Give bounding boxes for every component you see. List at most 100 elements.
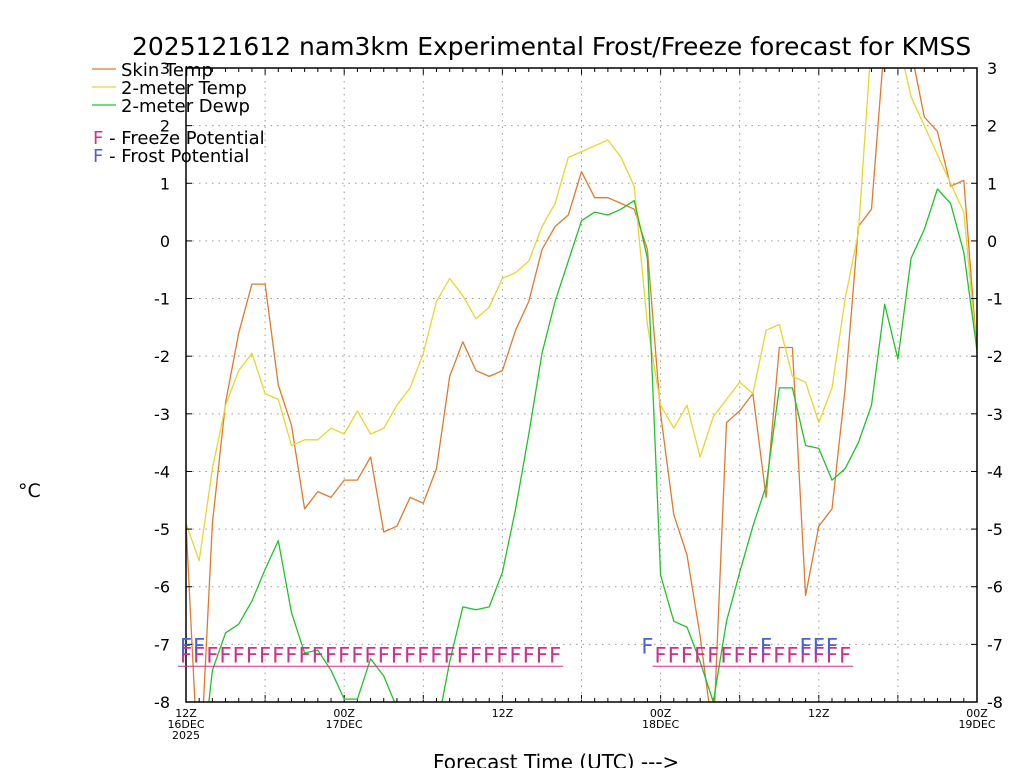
freeze-marker: F <box>206 644 218 668</box>
y-tick-label-right: 2 <box>987 117 997 136</box>
y-tick-label-left: 2 <box>160 117 170 136</box>
freeze-marker: F <box>246 644 258 668</box>
freeze-marker: F <box>813 644 825 668</box>
frost-marker: F <box>800 634 812 658</box>
legend-frost-glyph: F <box>93 146 103 167</box>
freeze-marker: F <box>417 644 429 668</box>
y-axis-right-ticks: -8 -7 -6 -5 -4 -3 -2 -1 0 1 2 3 <box>971 59 1003 712</box>
frost-marker: F <box>813 634 825 658</box>
y-tick-label-left: -5 <box>154 520 170 539</box>
freeze-marker: F <box>800 644 812 668</box>
freeze-marker: F <box>483 644 495 668</box>
y-tick-label-left: -7 <box>154 635 170 654</box>
x-tick-label: 12Z <box>492 707 514 720</box>
freeze-marker: F <box>734 644 746 668</box>
freeze-marker: F <box>720 644 732 668</box>
freeze-marker: F <box>510 644 522 668</box>
y-tick-label-right: -7 <box>987 635 1003 654</box>
x-tick-label: 00Z <box>650 707 672 720</box>
y-tick-label-left: -8 <box>154 693 170 712</box>
legend-frost-potential: F - Frost Potential <box>93 146 249 167</box>
legend-2m-dewp: 2-meter Dewp <box>121 96 250 117</box>
freeze-marker: F <box>351 644 363 668</box>
frost-marker: F <box>641 634 653 658</box>
y-tick-label-right: -1 <box>987 290 1003 309</box>
x-tick-label: 12Z <box>175 707 197 720</box>
legend-skin-temp: Skin Temp <box>121 60 213 81</box>
x-tick-label: 19DEC <box>958 718 995 731</box>
y-tick-label-left: 1 <box>160 174 170 193</box>
freeze-marker: F <box>470 644 482 668</box>
chart-title: 2025121612 nam3km Experimental Frost/Fre… <box>132 32 971 61</box>
y-axis-left-ticks: -8 -7 -6 -5 -4 -3 -2 -1 0 1 2 3 <box>154 59 192 712</box>
plot-frame <box>185 67 978 703</box>
freeze-marker: F <box>299 644 311 668</box>
y-tick-label-left: -2 <box>154 347 170 366</box>
freeze-marker: F <box>707 644 719 668</box>
freeze-marker: F <box>826 644 838 668</box>
axes <box>185 67 978 703</box>
freeze-marker: F <box>338 644 350 668</box>
frost-marker: F <box>760 634 772 658</box>
frost-marker: F <box>180 634 192 658</box>
freeze-marker: F <box>694 644 706 668</box>
legend-freeze-glyph: F <box>93 128 103 149</box>
x-tick-label: 00Z <box>333 707 355 720</box>
freeze-marker: F <box>391 644 403 668</box>
freeze-marker: F <box>378 644 390 668</box>
y-axis-label: °C <box>18 480 41 502</box>
legend: Skin Temp 2-meter Temp 2-meter Dewp F - … <box>92 60 265 167</box>
freeze-marker: F <box>365 644 377 668</box>
freeze-marker: F <box>312 644 324 668</box>
series-line-skin-temp <box>186 68 977 702</box>
x-tick-label: 17DEC <box>326 718 363 731</box>
legend-2m-temp: 2-meter Temp <box>121 78 247 99</box>
y-tick-label-left: -4 <box>154 462 170 481</box>
legend-freeze-text: - Freeze Potential <box>103 128 264 149</box>
series-lines <box>186 68 977 702</box>
series-line-2-meter-dewp <box>208 188 977 702</box>
y-tick-label-right: 1 <box>987 174 997 193</box>
frost-marker: F <box>193 634 205 658</box>
x-axis-label: Forecast Time (UTC) ---> <box>433 750 679 768</box>
y-tick-label-left: 3 <box>160 59 170 78</box>
x-tick-label: 12Z <box>808 707 830 720</box>
freeze-marker: F <box>220 644 232 668</box>
y-tick-label-left: -3 <box>154 405 170 424</box>
freeze-marker: F <box>549 644 561 668</box>
y-tick-label-right: -4 <box>987 462 1003 481</box>
x-tick-label: 18DEC <box>642 718 679 731</box>
freeze-marker: F <box>668 644 680 668</box>
frost-marker: F <box>826 634 838 658</box>
freeze-marker: F <box>180 644 192 668</box>
x-tick-label: 16DEC <box>167 718 204 731</box>
freeze-marker: F <box>786 644 798 668</box>
x-tick-label: 2025 <box>172 729 200 742</box>
freeze-marker: F <box>193 644 205 668</box>
freeze-marker: F <box>760 644 772 668</box>
y-tick-label-left: -1 <box>154 290 170 309</box>
y-tick-label-left: 0 <box>160 232 170 251</box>
legend-freeze-potential: F - Freeze Potential <box>93 128 265 149</box>
freeze-marker: F <box>457 644 469 668</box>
freeze-marker: F <box>523 644 535 668</box>
freeze-marker: F <box>404 644 416 668</box>
y-tick-label-right: -5 <box>987 520 1003 539</box>
legend-frost-text: - Frost Potential <box>103 146 249 167</box>
freeze-marker: F <box>325 644 337 668</box>
y-tick-label-left: -6 <box>154 578 170 597</box>
y-tick-label-right: -2 <box>987 347 1003 366</box>
y-tick-label-right: 3 <box>987 59 997 78</box>
freeze-marker: F <box>272 644 284 668</box>
freeze-marker: F <box>747 644 759 668</box>
x-tick-label: 00Z <box>966 707 988 720</box>
series-line-2-meter-temp <box>186 68 977 562</box>
freeze-marker: F <box>655 644 667 668</box>
freeze-marker: F <box>681 644 693 668</box>
freeze-marker: F <box>233 644 245 668</box>
freeze-marker: F <box>430 644 442 668</box>
